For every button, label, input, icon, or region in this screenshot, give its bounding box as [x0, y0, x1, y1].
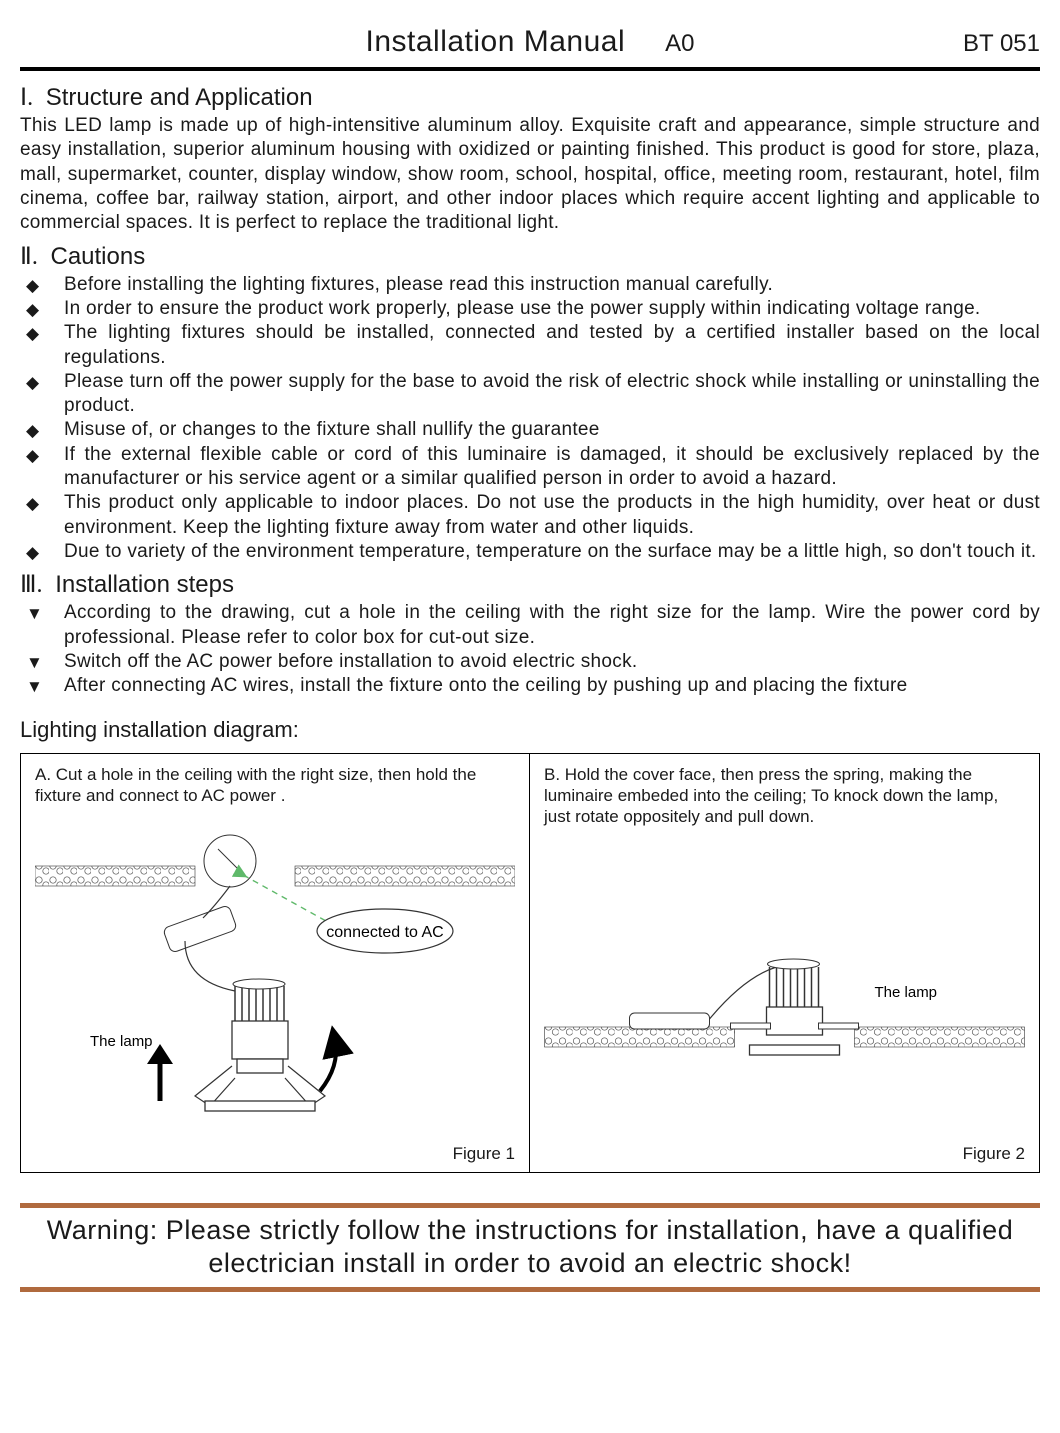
up-arrow-icon [147, 1044, 173, 1101]
diagram-title: Lighting installation diagram: [20, 717, 1040, 743]
list-item-text: If the external flexible cable or cord o… [64, 444, 1040, 489]
list-item: ◆ This product only applicable to indoor … [20, 491, 1040, 540]
section1-title: Structure and Application [46, 84, 313, 111]
doc-title: Installation Manual [365, 25, 625, 59]
lamp-label-b: The lamp [875, 984, 938, 1001]
list-item: ▼ Switch off the AC power before installa… [20, 650, 1040, 674]
header-rule [20, 67, 1040, 71]
lamp-figure-b [731, 959, 859, 1055]
section2-heading: Ⅱ. Cautions [20, 242, 1040, 271]
bullet-marker-icon: ◆ [26, 493, 39, 515]
list-item: ◆ In order to ensure the product work pro… [20, 297, 1040, 321]
figure-2-label: Figure 2 [963, 1144, 1025, 1164]
diagram-container: A. Cut a hole in the ceiling with the ri… [20, 753, 1040, 1173]
bullet-marker-icon: ◆ [26, 299, 39, 321]
section2-title: Cautions [50, 243, 145, 270]
steps-list: ▼ According to the drawing, cut a hole in… [20, 601, 1040, 698]
list-item: ◆ If the external flexible cable or cord … [20, 443, 1040, 492]
list-item-text: Due to variety of the environment temper… [64, 541, 1037, 562]
figure-1-svg: connected to AC [35, 806, 515, 1146]
section2-numeral: Ⅱ. [20, 244, 38, 270]
list-item-text: This product only applicable to indoor p… [64, 492, 1040, 537]
bullet-marker-icon: ◆ [26, 372, 39, 394]
bullet-marker-icon: ◆ [26, 542, 39, 564]
figure-1-label: Figure 1 [453, 1144, 515, 1164]
bullet-marker-icon: ▼ [26, 603, 43, 625]
bullet-marker-icon: ▼ [26, 652, 43, 674]
warning-block: Warning: Please strictly follow the inst… [20, 1203, 1040, 1293]
callout-text: connected to AC [326, 924, 443, 941]
list-item-text: According to the drawing, cut a hole in … [64, 602, 1040, 647]
list-item: ◆ The lighting fixtures should be install… [20, 321, 1040, 370]
diagram-panel-b: B. Hold the cover face, then press the s… [530, 754, 1039, 1172]
list-item-text: The lighting fixtures should be installe… [64, 322, 1040, 367]
list-item: ◆ Misuse of, or changes to the fixture sh… [20, 418, 1040, 442]
cautions-list: ◆ Before installing the lighting fixtures… [20, 273, 1040, 565]
list-item-text: After connecting AC wires, install the f… [64, 675, 908, 696]
list-item-text: Before installing the lighting fixtures,… [64, 274, 773, 295]
section3-numeral: Ⅲ. [20, 572, 43, 598]
list-item-text: In order to ensure the product work prop… [64, 298, 981, 319]
list-item: ◆ Due to variety of the environment tempe… [20, 540, 1040, 564]
list-item-text: Misuse of, or changes to the fixture sha… [64, 419, 600, 440]
panel-a-caption: A. Cut a hole in the ceiling with the ri… [35, 764, 515, 807]
bullet-marker-icon: ◆ [26, 445, 39, 467]
doc-code: BT 051 [963, 30, 1040, 58]
section1-body: This LED lamp is made up of high-intensi… [20, 114, 1040, 236]
revision-code: A0 [665, 30, 694, 58]
panel-b-caption: B. Hold the cover face, then press the s… [544, 764, 1025, 828]
bullet-marker-icon: ◆ [26, 275, 39, 297]
warning-text: Warning: Please strictly follow the inst… [28, 1214, 1032, 1282]
list-item: ◆ Please turn off the power supply for th… [20, 370, 1040, 419]
figure-2-svg: The lamp [544, 827, 1025, 1147]
bullet-marker-icon: ◆ [26, 420, 39, 442]
list-item-text: Please turn off the power supply for the… [64, 371, 1040, 416]
bullet-marker-icon: ▼ [26, 676, 43, 698]
list-item: ◆ Before installing the lighting fixtures… [20, 273, 1040, 297]
section1-heading: Ⅰ. Structure and Application [20, 83, 1040, 112]
lamp-label-a: The lamp [90, 1033, 153, 1050]
list-item: ▼ According to the drawing, cut a hole in… [20, 601, 1040, 650]
section3-title: Installation steps [55, 571, 234, 598]
diagram-panel-a: A. Cut a hole in the ceiling with the ri… [21, 754, 530, 1172]
lamp-figure-a [195, 979, 325, 1111]
section3-heading: Ⅲ. Installation steps [20, 570, 1040, 599]
list-item-text: Switch off the AC power before installat… [64, 651, 637, 672]
header: Installation Manual A0 [20, 25, 1040, 59]
list-item: ▼ After connecting AC wires, install the … [20, 674, 1040, 698]
section1-numeral: Ⅰ. [20, 85, 33, 111]
bullet-marker-icon: ◆ [26, 323, 39, 345]
